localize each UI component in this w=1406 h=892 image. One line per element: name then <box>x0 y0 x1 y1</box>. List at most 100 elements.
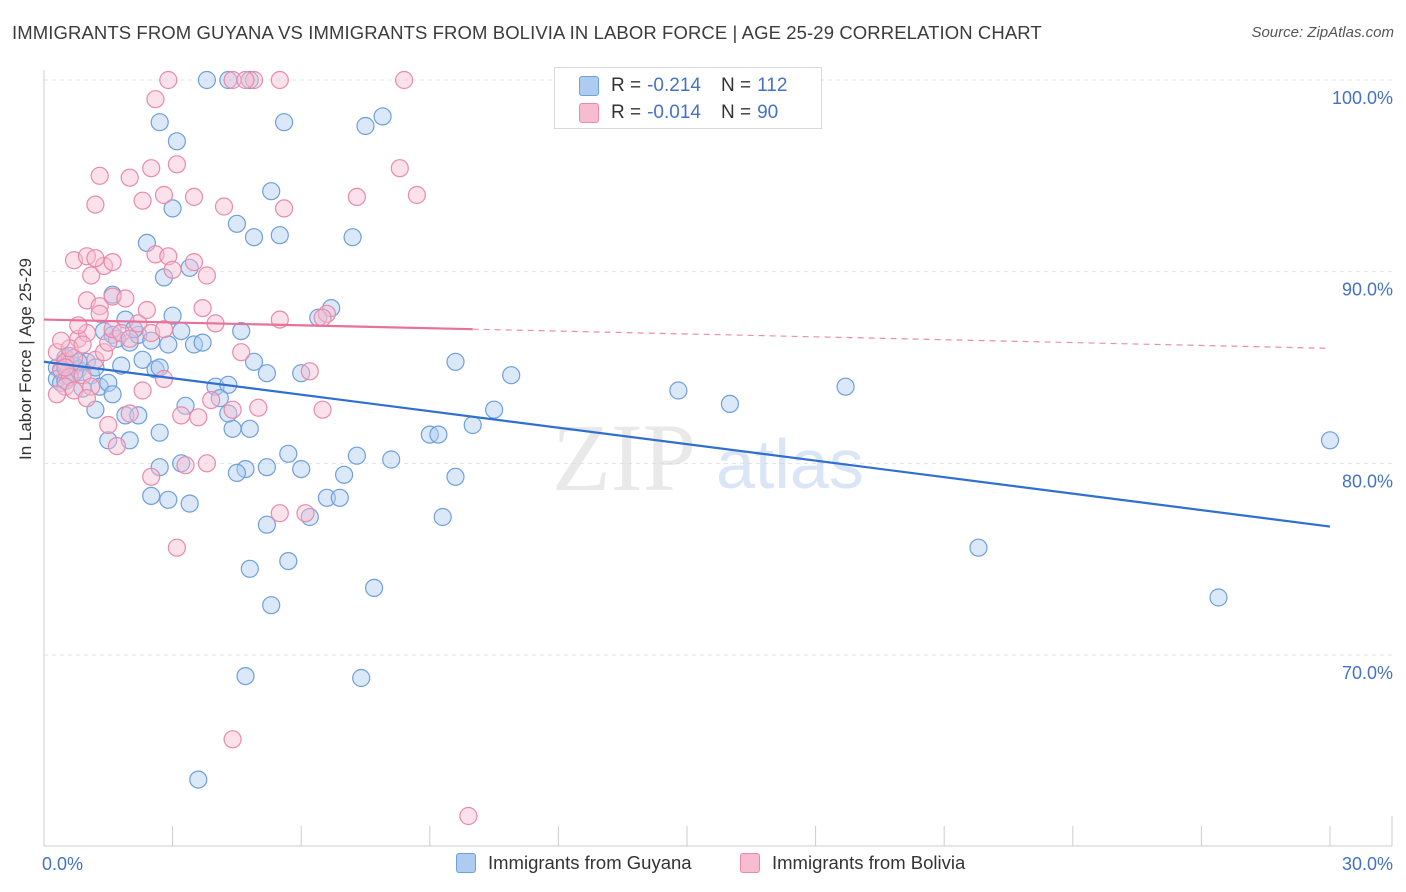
point-bolivia <box>142 467 161 486</box>
point-bolivia <box>236 70 255 90</box>
point-guyana <box>330 488 349 507</box>
point-guyana <box>429 425 448 444</box>
point-guyana <box>382 450 401 469</box>
point-bolivia <box>86 249 105 268</box>
point-bolivia <box>47 385 67 404</box>
point-bolivia <box>223 730 242 749</box>
point-guyana <box>176 396 195 415</box>
legend-row-bolivia: R = -0.014 N = 90 <box>579 100 778 126</box>
point-bolivia <box>82 266 101 285</box>
series-legend: Immigrants from Guyana Immigrants from B… <box>0 852 1406 878</box>
point-bolivia <box>270 504 289 523</box>
r-label: R = <box>611 102 642 123</box>
point-bolivia <box>313 400 332 419</box>
point-guyana <box>257 364 276 383</box>
point-guyana <box>485 400 504 419</box>
point-guyana <box>236 460 255 479</box>
n-value: 90 <box>757 102 779 123</box>
point-bolivia <box>163 260 182 279</box>
point-bolivia <box>90 297 109 316</box>
point-guyana <box>356 116 375 136</box>
x-tick-label: 30.0% <box>1342 854 1393 874</box>
point-bolivia <box>73 335 92 354</box>
series-bolivia <box>47 70 478 826</box>
point-bolivia <box>167 155 186 174</box>
point-bolivia <box>77 389 97 408</box>
point-bolivia <box>296 504 315 523</box>
point-guyana <box>292 460 311 479</box>
point-bolivia <box>51 331 71 350</box>
r-value: -0.214 <box>647 75 701 96</box>
y-tick-label: 90.0% <box>1342 280 1393 300</box>
point-guyana <box>150 423 169 442</box>
trend-line-dashed <box>472 328 1331 349</box>
point-guyana <box>669 381 688 400</box>
point-guyana <box>240 559 259 578</box>
point-guyana <box>223 419 242 438</box>
point-bolivia <box>120 404 139 423</box>
y-tick-label: 70.0% <box>1342 663 1393 683</box>
watermark-zip: ZIP <box>552 404 696 511</box>
point-bolivia <box>275 199 294 218</box>
y-tick-label: 100.0% <box>1332 88 1393 108</box>
point-bolivia <box>133 191 152 210</box>
point-bolivia <box>86 195 105 214</box>
point-guyana <box>163 199 182 218</box>
point-guyana <box>163 306 182 325</box>
n-value: 112 <box>757 75 788 96</box>
point-bolivia <box>184 187 204 206</box>
point-bolivia <box>137 300 156 320</box>
point-guyana <box>446 467 465 486</box>
series-guyana <box>47 70 1340 789</box>
point-guyana <box>189 770 208 789</box>
point-bolivia <box>133 381 152 400</box>
point-bolivia <box>300 362 319 381</box>
point-bolivia <box>202 391 221 410</box>
point-bolivia <box>197 454 216 473</box>
legend-label-guyana: Immigrants from Guyana <box>488 852 692 873</box>
point-bolivia <box>223 70 242 90</box>
watermark: ZIP atlas <box>552 404 864 511</box>
point-guyana <box>343 228 362 247</box>
legend-item-bolivia[interactable]: Immigrants from Bolivia <box>740 852 965 874</box>
point-guyana <box>433 507 452 527</box>
point-bolivia <box>82 377 101 396</box>
trend-line-solid <box>43 360 1331 528</box>
point-guyana <box>103 385 122 404</box>
point-guyana <box>236 666 255 686</box>
point-bolivia <box>107 437 127 456</box>
point-guyana <box>275 113 294 132</box>
point-guyana <box>244 228 264 247</box>
bolivia-swatch <box>579 103 599 123</box>
point-guyana <box>969 538 988 557</box>
point-guyana <box>167 132 186 151</box>
point-bolivia <box>103 253 122 272</box>
point-bolivia <box>270 70 289 90</box>
point-bolivia <box>90 166 109 185</box>
point-guyana <box>463 415 482 435</box>
point-guyana <box>502 366 521 385</box>
point-guyana <box>159 335 178 354</box>
n-label: N = <box>720 75 752 96</box>
point-guyana <box>1320 431 1340 450</box>
n-label: N = <box>720 102 752 123</box>
point-guyana <box>180 494 199 513</box>
legend-item-guyana[interactable]: Immigrants from Guyana <box>456 852 692 874</box>
point-guyana <box>262 596 281 615</box>
point-bolivia <box>176 456 195 475</box>
point-guyana <box>142 331 161 350</box>
correlation-legend: R = -0.214 N = 112 R = -0.014 N = 90 <box>554 67 822 129</box>
point-bolivia <box>459 806 478 826</box>
point-bolivia <box>313 308 332 327</box>
bolivia-swatch <box>740 853 760 873</box>
point-guyana <box>133 350 152 369</box>
point-guyana <box>373 107 392 126</box>
trend-lines <box>43 318 1331 528</box>
point-guyana <box>279 444 298 463</box>
trend-line-solid <box>43 318 473 331</box>
point-guyana <box>270 226 289 245</box>
point-guyana <box>836 377 855 396</box>
point-bolivia <box>154 320 174 339</box>
point-bolivia <box>189 408 208 427</box>
